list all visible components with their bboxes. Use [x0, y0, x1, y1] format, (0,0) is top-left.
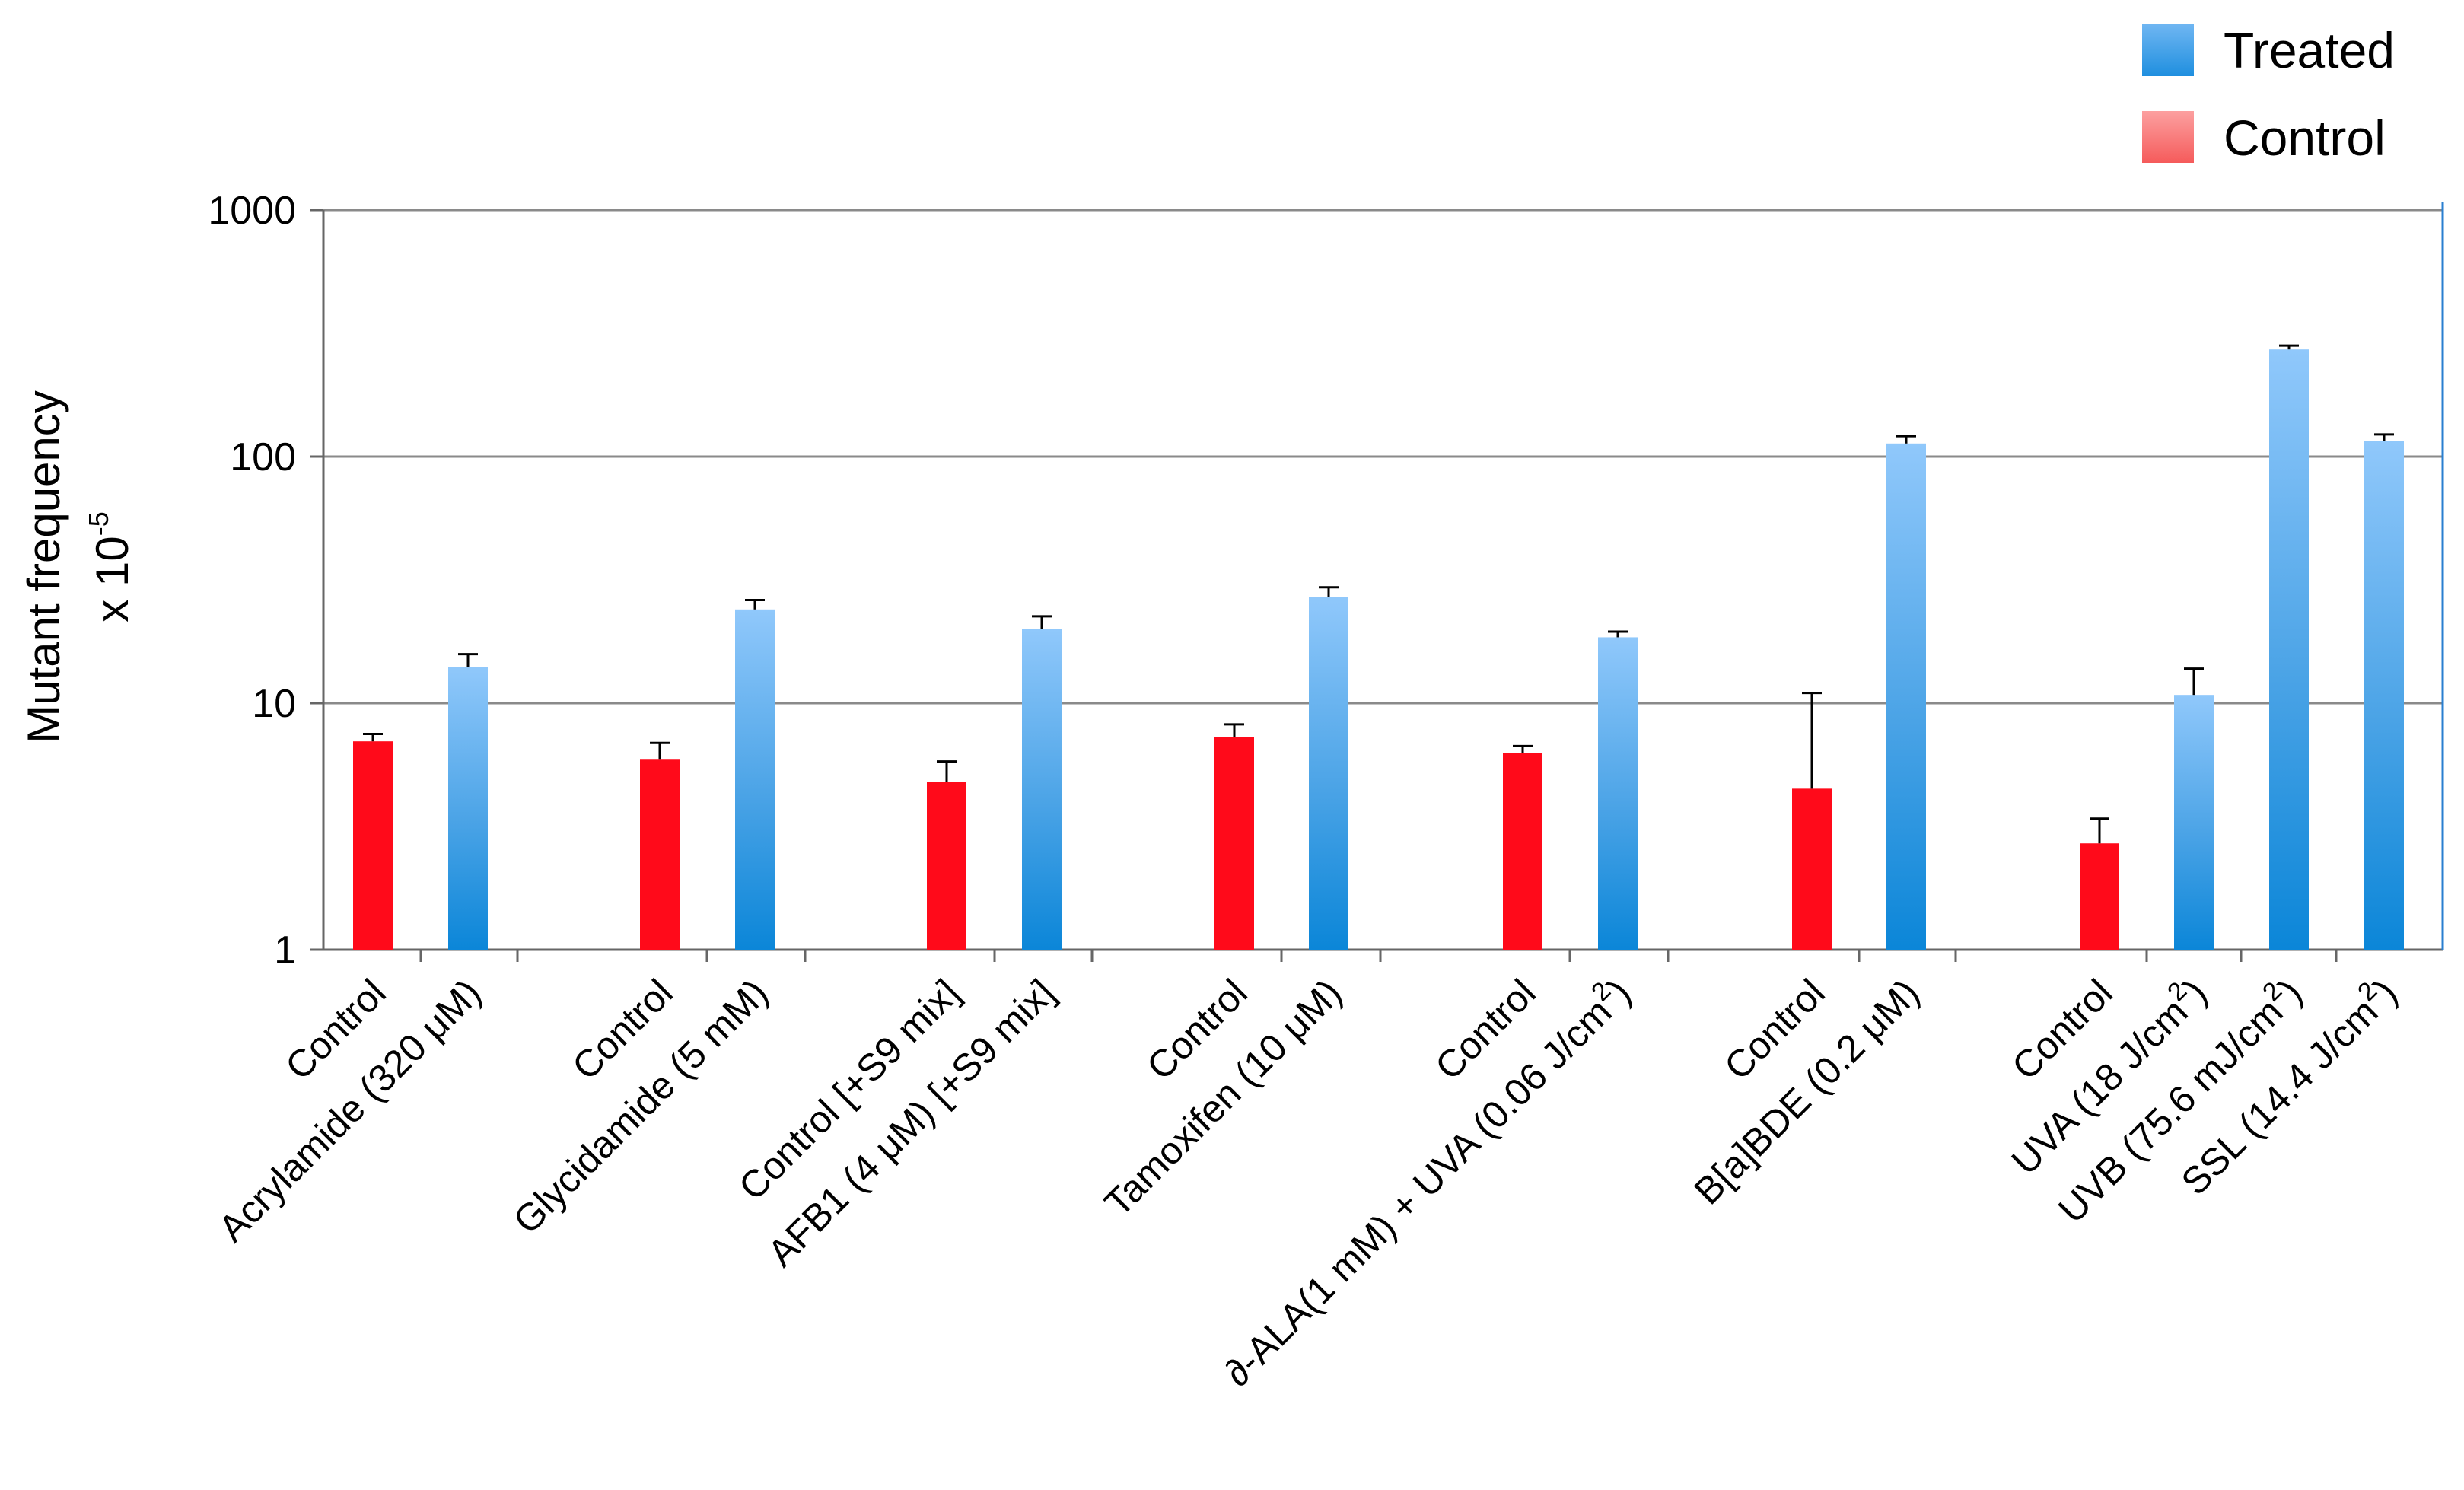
bar-control: [1503, 753, 1542, 950]
y-tick-label: 1000: [208, 189, 296, 233]
y-tick-label: 10: [252, 682, 296, 726]
y-axis-title-line1: Mutant frequency: [18, 390, 69, 743]
bar-treated: [2364, 441, 2404, 950]
bar-treated: [1022, 629, 1062, 950]
bar-treated: [1309, 597, 1348, 950]
bar-control: [353, 741, 393, 950]
bar-control: [1792, 788, 1832, 950]
y-tick-label: 1: [274, 928, 296, 973]
bar-control: [640, 759, 680, 950]
error-bars: [363, 344, 2394, 844]
bar-control: [1214, 737, 1254, 950]
bar-treated: [2174, 695, 2214, 950]
legend-label-treated: Treated: [2224, 22, 2395, 78]
bar-control: [927, 782, 966, 950]
bar-treated: [448, 667, 488, 950]
gridlines: [323, 209, 2443, 705]
legend-swatch-treated: [2142, 24, 2194, 76]
bar-control: [2080, 843, 2119, 950]
legend: Treated Control: [2142, 22, 2395, 166]
bar-treated: [1886, 443, 1926, 950]
bars: [353, 349, 2404, 950]
bar-treated: [735, 609, 775, 950]
bar-treated: [2269, 349, 2309, 950]
legend-swatch-control: [2142, 111, 2194, 163]
legend-label-control: Control: [2224, 110, 2386, 166]
y-axis-title: Mutant frequency x 10-5: [18, 390, 138, 743]
bar-treated: [1598, 637, 1638, 950]
y-tick-label: 100: [230, 435, 296, 479]
y-axis-title-line2: x 10-5: [83, 511, 138, 622]
